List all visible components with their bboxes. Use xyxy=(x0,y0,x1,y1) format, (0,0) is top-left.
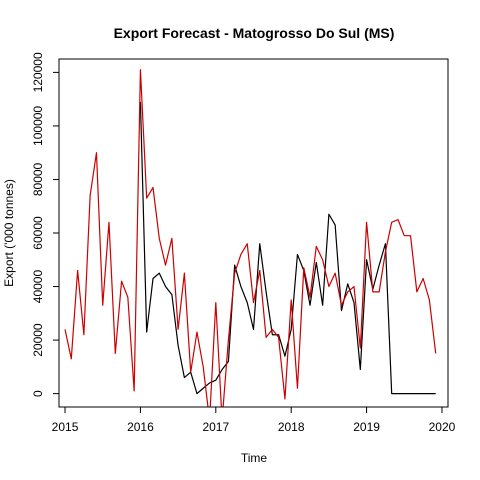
series-line-2 xyxy=(64,69,437,407)
x-tick-label: 2018 xyxy=(278,420,305,434)
y-tick-label: 60000 xyxy=(31,216,45,250)
y-tick-label: 80000 xyxy=(31,162,45,196)
y-axis: 0 20000 40000 60000 80000 100000 120000 xyxy=(31,52,60,397)
x-tick-label: 2019 xyxy=(353,420,380,434)
series-layer xyxy=(64,69,437,407)
y-tick-label: 100000 xyxy=(31,106,45,146)
y-tick-label: 0 xyxy=(31,390,45,397)
x-axis-label: Time xyxy=(241,451,268,465)
chart-title: Export Forecast - Matogrosso Do Sul (MS) xyxy=(114,25,395,41)
x-tick-label: 2020 xyxy=(429,420,456,434)
y-tick-label: 120000 xyxy=(31,52,45,92)
x-tick-label: 2017 xyxy=(202,420,229,434)
x-tick-label: 2015 xyxy=(52,420,79,434)
y-axis-label: Export ('000 tonnes) xyxy=(2,179,16,287)
y-tick-label: 20000 xyxy=(31,323,45,357)
x-axis: 2015 2016 2017 2018 2019 2020 xyxy=(52,406,456,434)
x-tick-label: 2016 xyxy=(127,420,154,434)
y-tick-label: 40000 xyxy=(31,270,45,304)
